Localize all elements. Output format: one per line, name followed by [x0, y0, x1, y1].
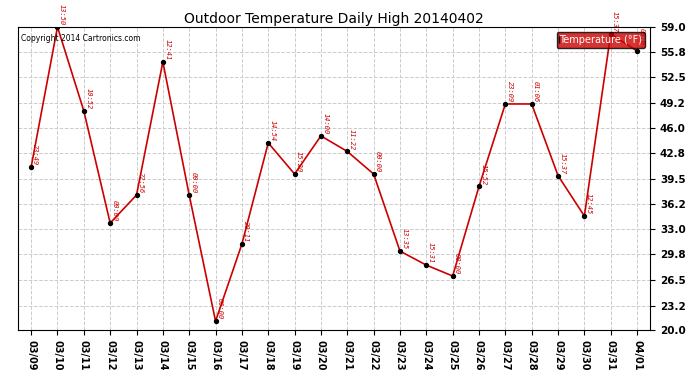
Text: Copyright 2014 Cartronics.com: Copyright 2014 Cartronics.com	[21, 34, 141, 44]
Point	[210, 318, 221, 324]
Point	[447, 273, 458, 279]
Point	[184, 192, 195, 198]
Text: 15:37: 15:37	[612, 11, 618, 32]
Text: 15:20: 15:20	[296, 151, 302, 172]
Legend: Temperature (°F): Temperature (°F)	[557, 32, 645, 48]
Text: 12:41: 12:41	[164, 39, 170, 60]
Text: 11:22: 11:22	[348, 129, 355, 150]
Point	[526, 101, 538, 107]
Point	[421, 262, 432, 268]
Text: 14:54: 14:54	[270, 120, 275, 141]
Text: 23:49: 23:49	[32, 144, 39, 165]
Point	[500, 101, 511, 107]
Title: Outdoor Temperature Daily High 20140402: Outdoor Temperature Daily High 20140402	[184, 12, 484, 26]
Text: 06:00: 06:00	[217, 298, 223, 320]
Text: 15:52: 15:52	[480, 164, 486, 185]
Text: 00:00: 00:00	[375, 151, 381, 172]
Text: 00:0-: 00:0-	[638, 28, 644, 50]
Point	[105, 220, 116, 226]
Point	[631, 48, 642, 54]
Text: 14:00: 14:00	[322, 113, 328, 134]
Text: 10:52: 10:52	[85, 88, 91, 110]
Text: 23:09: 23:09	[506, 81, 513, 102]
Point	[131, 192, 142, 198]
Point	[157, 59, 168, 65]
Point	[368, 171, 379, 177]
Point	[342, 148, 353, 154]
Text: 00:00: 00:00	[190, 172, 197, 194]
Text: 00:00: 00:00	[112, 200, 117, 222]
Point	[237, 241, 248, 247]
Text: 13:50: 13:50	[59, 4, 65, 26]
Point	[263, 140, 274, 146]
Text: 12:45: 12:45	[586, 193, 592, 214]
Text: 00:00: 00:00	[454, 253, 460, 274]
Point	[553, 172, 564, 178]
Point	[395, 248, 406, 254]
Text: 13:35: 13:35	[402, 228, 407, 249]
Point	[289, 171, 300, 177]
Text: 22:56: 22:56	[138, 172, 144, 194]
Point	[26, 164, 37, 170]
Point	[605, 31, 616, 37]
Text: 01:06: 01:06	[533, 81, 539, 102]
Point	[579, 213, 590, 219]
Text: 15:37: 15:37	[560, 153, 565, 174]
Point	[52, 24, 63, 30]
Point	[473, 183, 484, 189]
Point	[78, 108, 89, 114]
Text: 20:11: 20:11	[243, 221, 249, 243]
Point	[315, 133, 326, 139]
Text: 15:31: 15:31	[428, 242, 433, 264]
